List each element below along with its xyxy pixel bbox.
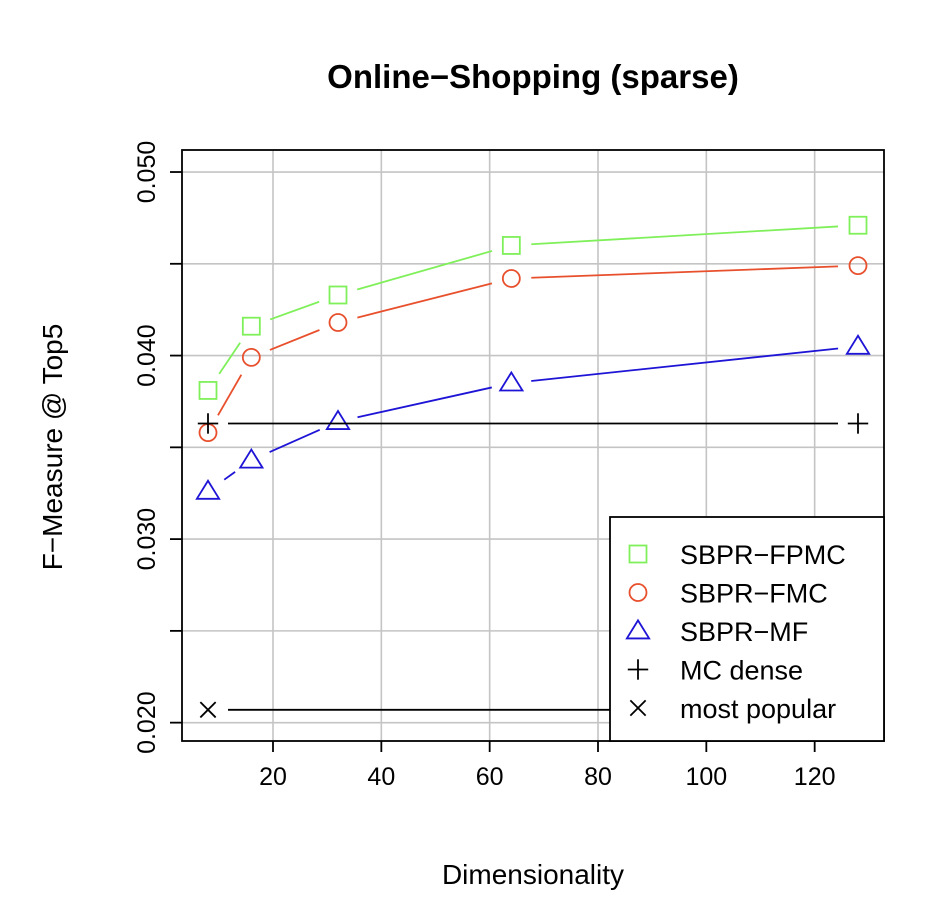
series-line-segment — [531, 347, 839, 382]
series-1 — [198, 256, 868, 443]
triangle-marker — [325, 409, 351, 430]
legend-entry-0: SBPR−FPMC — [628, 540, 846, 570]
square-marker — [328, 285, 348, 305]
cross-marker-b — [629, 699, 647, 717]
x-tick-label: 120 — [794, 763, 836, 791]
y-tick-label: 0.020 — [133, 691, 161, 754]
series-line-segment — [223, 471, 236, 481]
x-tick-label: 40 — [367, 763, 395, 791]
series-0 — [198, 215, 868, 400]
x-tick-label: 80 — [584, 763, 612, 791]
legend-label: most popular — [680, 694, 836, 724]
series-line-segment — [357, 386, 493, 419]
legend-entry-4: most popular — [629, 694, 836, 724]
square-marker — [848, 215, 868, 235]
legend-label: SBPR−FMC — [680, 579, 828, 609]
series-line-segment — [356, 250, 493, 291]
circle-marker — [501, 269, 521, 288]
x-axis-label: Dimensionality — [442, 859, 624, 890]
x-tick-label: 20 — [259, 763, 287, 791]
y-axis-label: F−Measure @ Top5 — [37, 324, 68, 571]
y-tick-label: 0.050 — [133, 141, 161, 204]
series-line-segment — [531, 265, 839, 279]
gridlines — [182, 150, 884, 741]
legend-entry-3: MC dense — [627, 656, 803, 686]
series-line-segment — [217, 374, 243, 416]
x-tick-label: 100 — [685, 763, 727, 791]
y-tick-label: 0.040 — [133, 324, 161, 387]
legend-box — [609, 516, 885, 742]
series-line-segment — [269, 329, 320, 351]
series-line-segment — [218, 342, 241, 375]
axes: 20 40 60 80 100 120 0.020 0.030 0.040 0.050 — [133, 141, 885, 791]
legend-label: SBPR−FPMC — [680, 540, 846, 570]
square-marker — [501, 236, 521, 255]
chart-title: Online−Shopping (sparse) — [327, 58, 739, 95]
series-line-segment — [531, 225, 839, 246]
circle-marker — [628, 583, 648, 602]
cross-marker-b — [199, 701, 217, 719]
square-marker — [241, 316, 261, 336]
legend-label: SBPR−MF — [680, 617, 808, 647]
legend-label: MC dense — [680, 656, 803, 686]
series-line-segment — [357, 282, 493, 319]
triangle-marker — [195, 479, 221, 500]
circle-marker — [328, 313, 348, 332]
square-marker — [628, 544, 648, 564]
circle-marker — [848, 256, 868, 276]
triangle-marker — [845, 334, 871, 355]
plot-frame — [181, 149, 885, 742]
triangle-marker — [625, 618, 651, 640]
legend: SBPR−FPMC SBPR−FMC SBPR−MF MC dense most pop… — [609, 516, 885, 742]
legend-entry-2: SBPR−MF — [625, 617, 808, 647]
x-tick-label: 60 — [476, 763, 504, 791]
series-2 — [195, 334, 871, 500]
series-3 — [197, 413, 869, 434]
legend-entry-1: SBPR−FMC — [628, 579, 828, 609]
triangle-marker — [238, 447, 265, 469]
series-line-segment — [269, 428, 321, 453]
triangle-marker — [498, 370, 525, 392]
y-tick-label: 0.030 — [133, 508, 161, 571]
circle-marker — [241, 348, 261, 367]
square-marker — [198, 381, 218, 400]
series-line-segment — [269, 300, 320, 321]
